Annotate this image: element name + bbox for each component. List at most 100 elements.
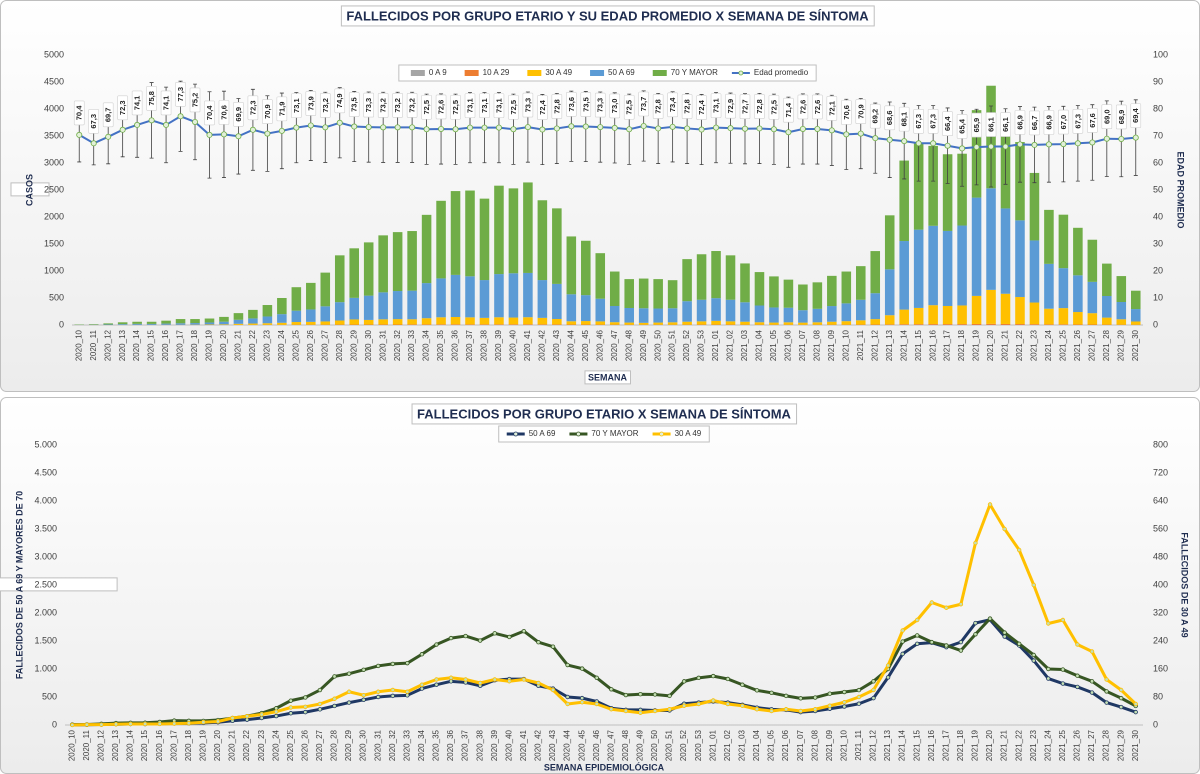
x-tick-label: 2021_25 — [1059, 329, 1068, 361]
data-label: 70,4 — [205, 105, 214, 120]
bar-segment — [928, 225, 938, 306]
data-label: 73,5 — [350, 97, 359, 112]
data-label: 73,7 — [639, 97, 648, 112]
x-tick-label: 2020_37 — [465, 329, 474, 361]
line-marker — [346, 700, 352, 705]
bar-segment — [421, 214, 432, 284]
y2-tick-label: 40 — [1153, 211, 1163, 221]
x-axis-title: SEMANA — [588, 372, 628, 382]
bar-segment — [913, 307, 924, 325]
label-box — [340, 5, 875, 27]
line-marker — [1060, 141, 1067, 148]
y-tick-label: 5000 — [44, 49, 64, 59]
x-tick-label: 2020_10 — [67, 729, 76, 761]
x-tick-label: 2021_03 — [738, 729, 747, 761]
line-marker — [565, 662, 570, 668]
bar-segment — [450, 324, 461, 325]
x-tick-label: 2021_26 — [1073, 329, 1082, 361]
x-tick-label: 2020_25 — [286, 729, 295, 761]
line-marker — [915, 617, 920, 623]
line-marker — [409, 124, 416, 131]
line-marker — [901, 138, 908, 145]
data-label-box — [131, 90, 143, 116]
bar-segment — [913, 229, 924, 308]
bar-segment — [1029, 172, 1040, 241]
data-label: 73,3 — [523, 98, 532, 113]
line-marker — [597, 124, 604, 131]
bar-segment — [624, 279, 634, 308]
legend-label: 70 Y MAYOR — [671, 68, 718, 77]
bar-segment — [971, 295, 982, 324]
data-label-box — [204, 100, 215, 126]
legend-swatch — [738, 70, 744, 76]
data-label-box — [884, 105, 896, 131]
data-label: 74,9 — [335, 93, 344, 108]
line-marker — [655, 125, 662, 132]
bar-segment — [479, 324, 490, 325]
x-tick-label: 2020_40 — [504, 729, 513, 761]
line-marker — [235, 133, 242, 140]
x-tick-label: 2020_34 — [417, 729, 426, 761]
x-tick-label: 2020_36 — [451, 329, 460, 361]
line-marker — [842, 689, 847, 695]
bar-segment — [899, 241, 909, 310]
bar-segment — [88, 324, 99, 325]
data-label-box — [638, 91, 649, 117]
line-marker — [448, 675, 454, 680]
x-tick-label: 2020_48 — [621, 729, 630, 761]
line-marker — [274, 713, 279, 719]
bar-segment — [407, 324, 417, 325]
bar-segment — [450, 317, 461, 325]
line-marker — [1075, 642, 1080, 647]
data-label-box — [826, 96, 838, 121]
bar-segment — [581, 295, 591, 322]
data-label-box — [247, 95, 259, 121]
x-tick-label: 2021_10 — [839, 729, 848, 761]
line-marker — [303, 704, 308, 709]
data-label-box — [754, 94, 765, 119]
line-marker — [521, 628, 527, 634]
line-marker — [783, 693, 789, 699]
bar-segment — [769, 322, 779, 325]
x-tick-label: 2021_13 — [885, 329, 894, 361]
data-label-box — [377, 93, 389, 118]
line-marker — [481, 124, 488, 131]
bar-segment — [609, 271, 620, 306]
line-marker — [958, 639, 964, 645]
legend-label: 70 Y MAYOR — [591, 429, 638, 438]
line-marker — [434, 642, 439, 647]
line-marker — [827, 703, 832, 708]
line-marker — [798, 696, 803, 701]
data-label-box — [464, 93, 476, 118]
data-label-box — [1072, 108, 1084, 134]
x-tick-label: 2021_02 — [726, 329, 735, 361]
bar-segment — [349, 297, 359, 320]
line-marker — [582, 123, 589, 130]
bar-segment — [609, 305, 620, 323]
bar-segment — [508, 324, 519, 325]
bar-segment — [204, 322, 215, 325]
data-label: 73,1 — [480, 98, 489, 113]
y-tick-label: 5.000 — [34, 439, 57, 449]
x-tick-label: 2020_28 — [335, 329, 344, 361]
bar-segment — [1029, 324, 1040, 325]
bar-segment — [248, 309, 258, 319]
data-label-box — [913, 108, 924, 134]
bar-segment — [537, 280, 548, 318]
line-marker — [148, 117, 155, 124]
x-tick-label: 2021_10 — [841, 329, 850, 361]
bar-segment — [624, 307, 634, 323]
line-marker — [201, 720, 206, 725]
data-label-box — [1115, 104, 1127, 130]
line-marker — [376, 663, 381, 669]
bar-segment — [262, 323, 273, 325]
line-marker — [988, 143, 995, 150]
bar-segment — [537, 324, 548, 325]
line-marker — [249, 126, 256, 133]
bar-segment — [1130, 290, 1141, 310]
bar-segment — [971, 323, 982, 325]
line-marker — [119, 126, 126, 133]
bar-segment — [494, 317, 504, 325]
bar-segment — [421, 283, 432, 319]
x-tick-label: 2021_15 — [914, 329, 923, 361]
